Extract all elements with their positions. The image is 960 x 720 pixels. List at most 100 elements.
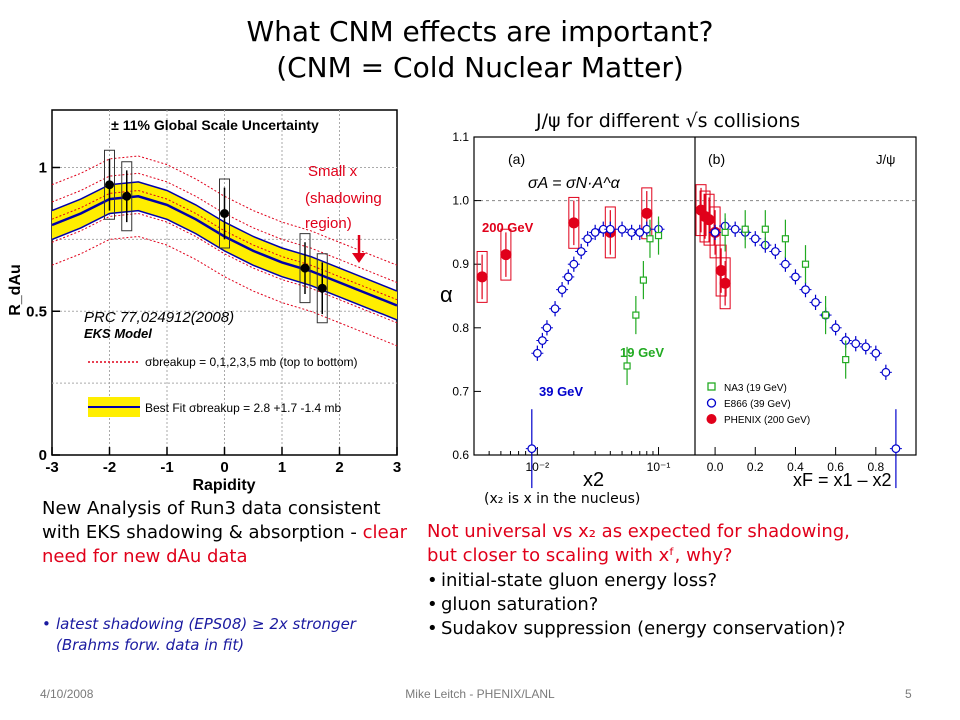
phenix-point bbox=[703, 214, 715, 226]
formula-label: σA = σN·A^α bbox=[528, 175, 621, 192]
e866-point bbox=[557, 285, 567, 295]
alpha-axes: 0.6 0.7 0.8 0.9 1.0 1.1 10⁻² 10⁻¹ 0.0 0.2 0.4 0.6 0.… bbox=[452, 132, 916, 474]
xf-x-tick-label: 0.4 bbox=[787, 460, 804, 474]
legend-e866-marker bbox=[706, 398, 717, 408]
rdau-x-tick-label: 1 bbox=[278, 459, 286, 476]
e866-point bbox=[550, 304, 560, 314]
e866-point bbox=[537, 336, 547, 345]
legend-e866-label: E866 (39 GeV) bbox=[724, 399, 791, 410]
label-19gev: 19 GeV bbox=[620, 345, 664, 360]
slide-title: What CNM effects are important? bbox=[246, 15, 714, 48]
left-caption-text: New Analysis of Run3 data consistent wit… bbox=[42, 498, 381, 543]
e866-point bbox=[569, 259, 579, 269]
rdau-syst-box bbox=[104, 149, 115, 220]
phenix-point bbox=[476, 271, 488, 283]
e866-point bbox=[750, 234, 760, 244]
e866-point bbox=[642, 224, 652, 234]
e866-point bbox=[605, 224, 615, 234]
alpha-y-tick-label: 1.0 bbox=[452, 194, 469, 208]
rdau-xlabel: Rapidity bbox=[192, 477, 255, 494]
e866-point bbox=[851, 339, 861, 349]
rdau-ylabel: R_dAu bbox=[7, 264, 24, 316]
rdau-chart-title: ± 11% Global Scale Uncertainty bbox=[111, 117, 319, 133]
rdau-data-point bbox=[122, 191, 132, 201]
panel-b-label: (b) bbox=[708, 151, 725, 167]
region-label: region) bbox=[305, 215, 352, 232]
e866-point bbox=[563, 272, 573, 282]
rdau-data-point bbox=[220, 209, 229, 218]
na3-point bbox=[741, 225, 749, 233]
e866-point bbox=[583, 234, 593, 244]
x2-note: (x₂ is x in the nucleus) bbox=[484, 491, 641, 507]
e866-point bbox=[532, 348, 542, 358]
right-bullet-item: gluon saturation? bbox=[427, 593, 947, 617]
rdau-x-tick-label: -2 bbox=[103, 459, 116, 476]
na3-point bbox=[639, 276, 647, 284]
rdau-x-tick-label: 3 bbox=[393, 459, 401, 476]
panel-a-label: (a) bbox=[508, 151, 525, 167]
alpha-y-tick-label: 0.6 bbox=[452, 448, 469, 462]
na3-point bbox=[842, 356, 850, 364]
label-39gev: 39 GeV bbox=[539, 384, 583, 399]
rdau-y-tick-label: 0 bbox=[39, 447, 47, 464]
phenix-point bbox=[641, 207, 653, 219]
na3-point bbox=[646, 235, 654, 243]
alpha-legend: NA3 (19 GeV) E866 (39 GeV) PHENIX (200 G… bbox=[706, 382, 810, 426]
na3-point bbox=[781, 235, 790, 243]
rdau-data-points bbox=[104, 149, 328, 324]
x2-label: x2 bbox=[583, 469, 604, 491]
rdau-x-tick-label: 2 bbox=[335, 459, 343, 476]
alpha-ylabel: α bbox=[440, 282, 453, 307]
rdau-y-tick-label: 1 bbox=[39, 160, 47, 177]
alpha-chart: 0.6 0.7 0.8 0.9 1.0 1.1 10⁻² 10⁻¹ 0.0 0.2 0.4 0.6 0.… bbox=[440, 132, 917, 491]
rdau-chart: -3 -2 -1 0 1 2 3 0 0.5 1 ± 11% Global Scale Uncer… bbox=[7, 109, 401, 494]
e866-point bbox=[881, 367, 891, 377]
legend-na3-label: NA3 (19 GeV) bbox=[724, 383, 787, 394]
right-caption-line1: Not universal vs x₂ as expected for shad… bbox=[427, 521, 850, 542]
phenix-point bbox=[500, 249, 512, 261]
rdau-data-point bbox=[317, 283, 327, 293]
e866-point bbox=[730, 224, 740, 234]
phenix-point bbox=[715, 265, 727, 277]
eks-model-label: EKS Model bbox=[84, 326, 152, 341]
na3-point bbox=[801, 260, 810, 268]
alpha-y-tick-label: 0.7 bbox=[452, 384, 469, 398]
rdau-syst-box bbox=[121, 161, 133, 232]
e866-point bbox=[590, 227, 600, 237]
e866-point bbox=[617, 224, 627, 234]
right-bullet-item: Sudakov suppression (energy conservation… bbox=[427, 617, 947, 641]
legend-breakup-label: σbreakup = 0,1,2,3,5 mb (top to bottom) bbox=[145, 355, 358, 369]
na3-point bbox=[761, 225, 769, 233]
rdau-data-point bbox=[300, 263, 310, 273]
xf-x-tick-label: 0.8 bbox=[867, 460, 884, 474]
na3-point bbox=[623, 362, 631, 370]
e866-point bbox=[801, 285, 810, 295]
rdau-band-edge bbox=[51, 209, 398, 321]
e866-point bbox=[811, 297, 820, 307]
rdau-syst-box bbox=[219, 178, 230, 249]
slide-subtitle: (CNM = Cold Nuclear Matter) bbox=[276, 51, 684, 84]
rdau-x-tick-label: -3 bbox=[45, 459, 58, 476]
rdau-x-tick-label: -1 bbox=[160, 459, 173, 476]
rdau-axes: -3 -2 -1 0 1 2 3 0 0.5 1 bbox=[26, 160, 401, 477]
na3-point bbox=[654, 231, 663, 240]
footer-page-number: 5 bbox=[905, 687, 912, 701]
phenix-point bbox=[568, 217, 580, 229]
na3-point bbox=[721, 228, 729, 237]
e866-point bbox=[527, 444, 537, 454]
rdau-syst-box bbox=[316, 253, 328, 324]
legend-phenix-marker bbox=[706, 414, 717, 424]
footer-author: Mike Leitch - PHENIX/LANL bbox=[405, 687, 555, 701]
right-caption-line2: but closer to scaling with xᶠ, why? bbox=[427, 545, 733, 566]
right-bullet-list: initial-state gluon energy loss? gluon s… bbox=[427, 569, 947, 641]
right-panel-title: J/ψ for different √s collisions bbox=[536, 110, 801, 132]
e866-point bbox=[635, 227, 645, 237]
e866-point bbox=[891, 444, 901, 454]
e866-point bbox=[576, 247, 586, 256]
alpha-y-tick-label: 0.9 bbox=[452, 257, 469, 271]
xf-x-tick-label: 0.2 bbox=[747, 460, 764, 474]
jpsi-label: J/ψ bbox=[876, 152, 895, 167]
label-200gev: 200 GeV bbox=[482, 220, 534, 235]
alpha-x-tick-label: 10⁻² bbox=[526, 460, 550, 474]
phenix-point bbox=[719, 277, 731, 289]
